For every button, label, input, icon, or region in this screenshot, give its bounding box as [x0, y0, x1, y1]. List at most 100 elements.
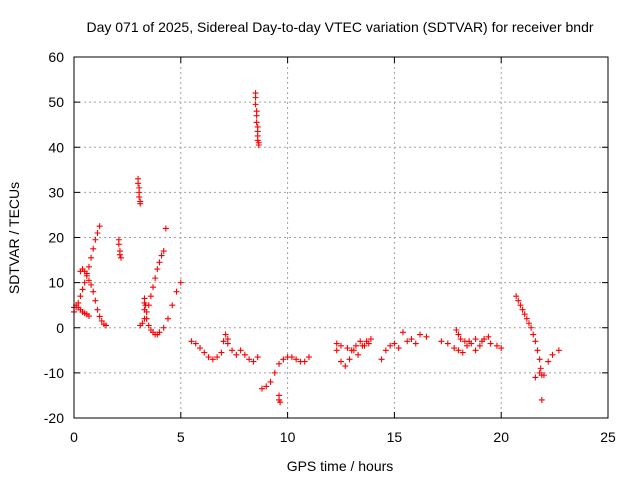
data-point [201, 349, 208, 356]
data-point [517, 302, 524, 309]
data-point [205, 354, 212, 361]
data-point [116, 251, 123, 258]
data-point [224, 340, 231, 347]
data-point [255, 141, 262, 148]
series-arc-i [162, 225, 169, 232]
data-point [77, 293, 84, 300]
data-point [252, 101, 259, 108]
data-point [103, 322, 110, 329]
y-tick-label: 60 [48, 49, 64, 65]
x-tick-label: 25 [600, 429, 616, 445]
data-point [378, 356, 385, 363]
data-point [158, 252, 165, 259]
data-point [382, 347, 389, 354]
data-point [88, 281, 95, 288]
data-point [276, 360, 283, 367]
x-axis-label: GPS time / hours [287, 458, 394, 474]
data-point [352, 342, 359, 349]
data-point [92, 236, 99, 243]
data-point [267, 378, 274, 385]
data-point [222, 331, 229, 338]
y-tick-label: -20 [44, 410, 64, 426]
series-arc-f [137, 248, 167, 329]
data-point [156, 259, 163, 266]
grid-lines [74, 57, 608, 418]
data-point [253, 112, 260, 119]
data-point [478, 338, 485, 345]
data-point [466, 338, 473, 345]
data-point [79, 286, 86, 293]
y-tick-label: 10 [48, 275, 64, 291]
data-point [271, 369, 278, 376]
data-point [252, 94, 259, 101]
data-point [220, 338, 227, 345]
data-point [85, 277, 92, 284]
data-point [487, 340, 494, 347]
data-point [241, 351, 248, 358]
series-arc-p [333, 338, 372, 354]
data-point [438, 338, 445, 345]
data-point [536, 356, 543, 363]
data-point [96, 223, 103, 230]
data-point [173, 288, 180, 295]
series-arc-q [378, 329, 430, 363]
data-point [139, 320, 146, 327]
data-point [538, 396, 545, 403]
data-point [333, 340, 340, 347]
series-arc-u [532, 347, 562, 381]
data-point [528, 324, 535, 331]
data-point [404, 338, 411, 345]
data-point [532, 338, 539, 345]
data-point [145, 322, 152, 329]
data-point [361, 342, 368, 349]
data-point [530, 331, 537, 338]
data-point [154, 266, 161, 273]
series-arc-s [453, 327, 492, 345]
y-tick-label: 30 [48, 184, 64, 200]
series-arc-j [188, 331, 231, 363]
data-point [147, 293, 154, 300]
data-point [387, 342, 394, 349]
data-point [197, 345, 204, 352]
data-point [355, 351, 362, 358]
data-point [513, 293, 520, 300]
data-point [444, 340, 451, 347]
data-point [485, 333, 492, 340]
y-tick-label: 0 [56, 320, 64, 336]
data-point [457, 336, 464, 343]
data-point [464, 342, 471, 349]
series-arc-e [135, 175, 144, 207]
data-point [177, 279, 184, 286]
data-point [188, 338, 195, 345]
data-point [280, 356, 287, 363]
data-point [523, 315, 530, 322]
data-point [451, 345, 458, 352]
axis-ticks: 0 5 10 15 20 25 -20 -10 0 10 20 30 40 50 60 [44, 49, 616, 445]
data-point [515, 297, 522, 304]
data-point [536, 369, 543, 376]
series-arc-b [77, 266, 110, 329]
data-point [277, 399, 284, 406]
y-tick-label: 50 [48, 94, 64, 110]
data-point [342, 363, 349, 370]
data-point [253, 119, 260, 126]
y-tick-label: -10 [44, 365, 64, 381]
data-point [423, 333, 430, 340]
data-point [399, 329, 406, 336]
data-point [455, 347, 462, 354]
data-point [537, 365, 544, 372]
series-arc-c [71, 302, 92, 320]
data-point [476, 342, 483, 349]
data-point [229, 347, 236, 354]
data-point [98, 317, 105, 324]
series-arc-r [438, 336, 505, 356]
data-point [254, 354, 261, 361]
data-point [233, 351, 240, 358]
data-point [348, 347, 355, 354]
data-point [365, 340, 372, 347]
data-point [250, 358, 257, 365]
data-point [534, 347, 541, 354]
data-point [301, 358, 308, 365]
x-tick-label: 15 [387, 429, 403, 445]
data-point [338, 342, 344, 349]
